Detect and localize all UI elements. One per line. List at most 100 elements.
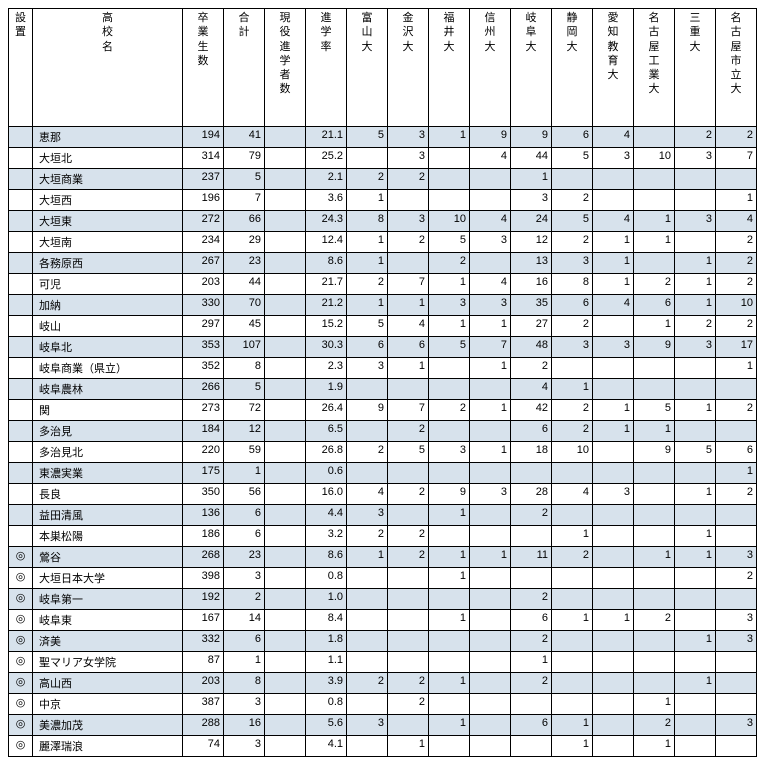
cell-shizuoka <box>552 505 593 526</box>
cell-active <box>265 358 306 379</box>
cell-name: 大垣日本大学 <box>33 568 183 589</box>
cell-nagoyashi: 3 <box>716 715 757 736</box>
cell-gifu: 27 <box>511 316 552 337</box>
cell-kanazawa: 7 <box>388 400 429 421</box>
cell-nagoyakogyo: 9 <box>634 337 675 358</box>
cell-kanazawa: 5 <box>388 442 429 463</box>
cell-nagoyashi: 10 <box>716 295 757 316</box>
cell-name: 可児 <box>33 274 183 295</box>
cell-total: 45 <box>224 316 265 337</box>
cell-nagoyakogyo: 9 <box>634 442 675 463</box>
cell-shinshu <box>470 463 511 484</box>
cell-gifu: 6 <box>511 421 552 442</box>
cell-mark: ◎ <box>9 673 33 694</box>
cell-mie <box>675 505 716 526</box>
cell-shinshu <box>470 421 511 442</box>
header-mie: 三重大 <box>675 9 716 127</box>
table-row: 多治見184126.526211 <box>9 421 757 442</box>
cell-shizuoka: 2 <box>552 316 593 337</box>
cell-mark: ◎ <box>9 694 33 715</box>
cell-kanazawa: 2 <box>388 694 429 715</box>
cell-name: 岐阜東 <box>33 610 183 631</box>
cell-gifu: 48 <box>511 337 552 358</box>
cell-total: 5 <box>224 379 265 400</box>
cell-kanazawa: 1 <box>388 295 429 316</box>
cell-fukui <box>429 358 470 379</box>
cell-total: 7 <box>224 190 265 211</box>
cell-toyama: 5 <box>347 127 388 148</box>
cell-nagoyakogyo: 1 <box>634 211 675 232</box>
cell-total: 79 <box>224 148 265 169</box>
table-row: 可児2034421.727141681212 <box>9 274 757 295</box>
cell-active <box>265 484 306 505</box>
cell-gifu: 2 <box>511 673 552 694</box>
cell-name: 多治見 <box>33 421 183 442</box>
header-total: 合計 <box>224 9 265 127</box>
cell-aichikyoiku <box>593 589 634 610</box>
cell-aichikyoiku: 3 <box>593 484 634 505</box>
cell-nagoyashi: 2 <box>716 316 757 337</box>
cell-aichikyoiku <box>593 190 634 211</box>
cell-active <box>265 190 306 211</box>
cell-aichikyoiku <box>593 526 634 547</box>
cell-nagoyashi: 1 <box>716 358 757 379</box>
cell-shizuoka: 5 <box>552 148 593 169</box>
cell-mie <box>675 652 716 673</box>
cell-nagoyashi <box>716 421 757 442</box>
cell-gifu: 16 <box>511 274 552 295</box>
cell-mie: 1 <box>675 274 716 295</box>
cell-name: 美濃加茂 <box>33 715 183 736</box>
cell-nagoyashi: 3 <box>716 610 757 631</box>
cell-fukui: 1 <box>429 568 470 589</box>
cell-nagoyashi: 2 <box>716 400 757 421</box>
cell-fukui: 5 <box>429 232 470 253</box>
cell-mark: ◎ <box>9 610 33 631</box>
header-nagoyakogyo: 名古屋工業大 <box>634 9 675 127</box>
cell-active <box>265 274 306 295</box>
cell-active <box>265 568 306 589</box>
header-name: 高校名 <box>33 9 183 127</box>
cell-mark <box>9 400 33 421</box>
cell-grad: 288 <box>183 715 224 736</box>
cell-rate: 8.6 <box>306 253 347 274</box>
cell-fukui <box>429 463 470 484</box>
table-row: 大垣南2342912.41253122112 <box>9 232 757 253</box>
cell-grad: 186 <box>183 526 224 547</box>
cell-rate: 0.8 <box>306 568 347 589</box>
cell-aichikyoiku <box>593 568 634 589</box>
cell-active <box>265 211 306 232</box>
cell-fukui: 1 <box>429 610 470 631</box>
header-mark: 設置 <box>9 9 33 127</box>
cell-kanazawa: 7 <box>388 274 429 295</box>
cell-shizuoka: 2 <box>552 421 593 442</box>
cell-shinshu: 7 <box>470 337 511 358</box>
school-table: 設置高校名卒業生数合計現役進学者数進学率富山大金沢大福井大信州大岐阜大静岡大愛知… <box>8 8 757 757</box>
cell-kanazawa: 3 <box>388 211 429 232</box>
cell-shizuoka: 3 <box>552 337 593 358</box>
cell-gifu: 42 <box>511 400 552 421</box>
header-shizuoka: 静岡大 <box>552 9 593 127</box>
cell-mie: 1 <box>675 253 716 274</box>
cell-grad: 266 <box>183 379 224 400</box>
cell-kanazawa <box>388 190 429 211</box>
cell-rate: 1.0 <box>306 589 347 610</box>
cell-toyama: 3 <box>347 715 388 736</box>
cell-total: 1 <box>224 652 265 673</box>
cell-total: 2 <box>224 589 265 610</box>
cell-rate: 21.1 <box>306 127 347 148</box>
table-row: 多治見北2205926.825311810956 <box>9 442 757 463</box>
cell-aichikyoiku: 1 <box>593 421 634 442</box>
cell-shinshu <box>470 736 511 757</box>
cell-shinshu <box>470 589 511 610</box>
cell-total: 8 <box>224 673 265 694</box>
cell-mie <box>675 715 716 736</box>
cell-fukui <box>429 526 470 547</box>
cell-nagoyashi: 3 <box>716 631 757 652</box>
cell-mark <box>9 274 33 295</box>
cell-grad: 192 <box>183 589 224 610</box>
table-row: ◎中京38730.821 <box>9 694 757 715</box>
cell-nagoyakogyo <box>634 631 675 652</box>
cell-mie: 1 <box>675 631 716 652</box>
cell-mark <box>9 211 33 232</box>
cell-active <box>265 232 306 253</box>
